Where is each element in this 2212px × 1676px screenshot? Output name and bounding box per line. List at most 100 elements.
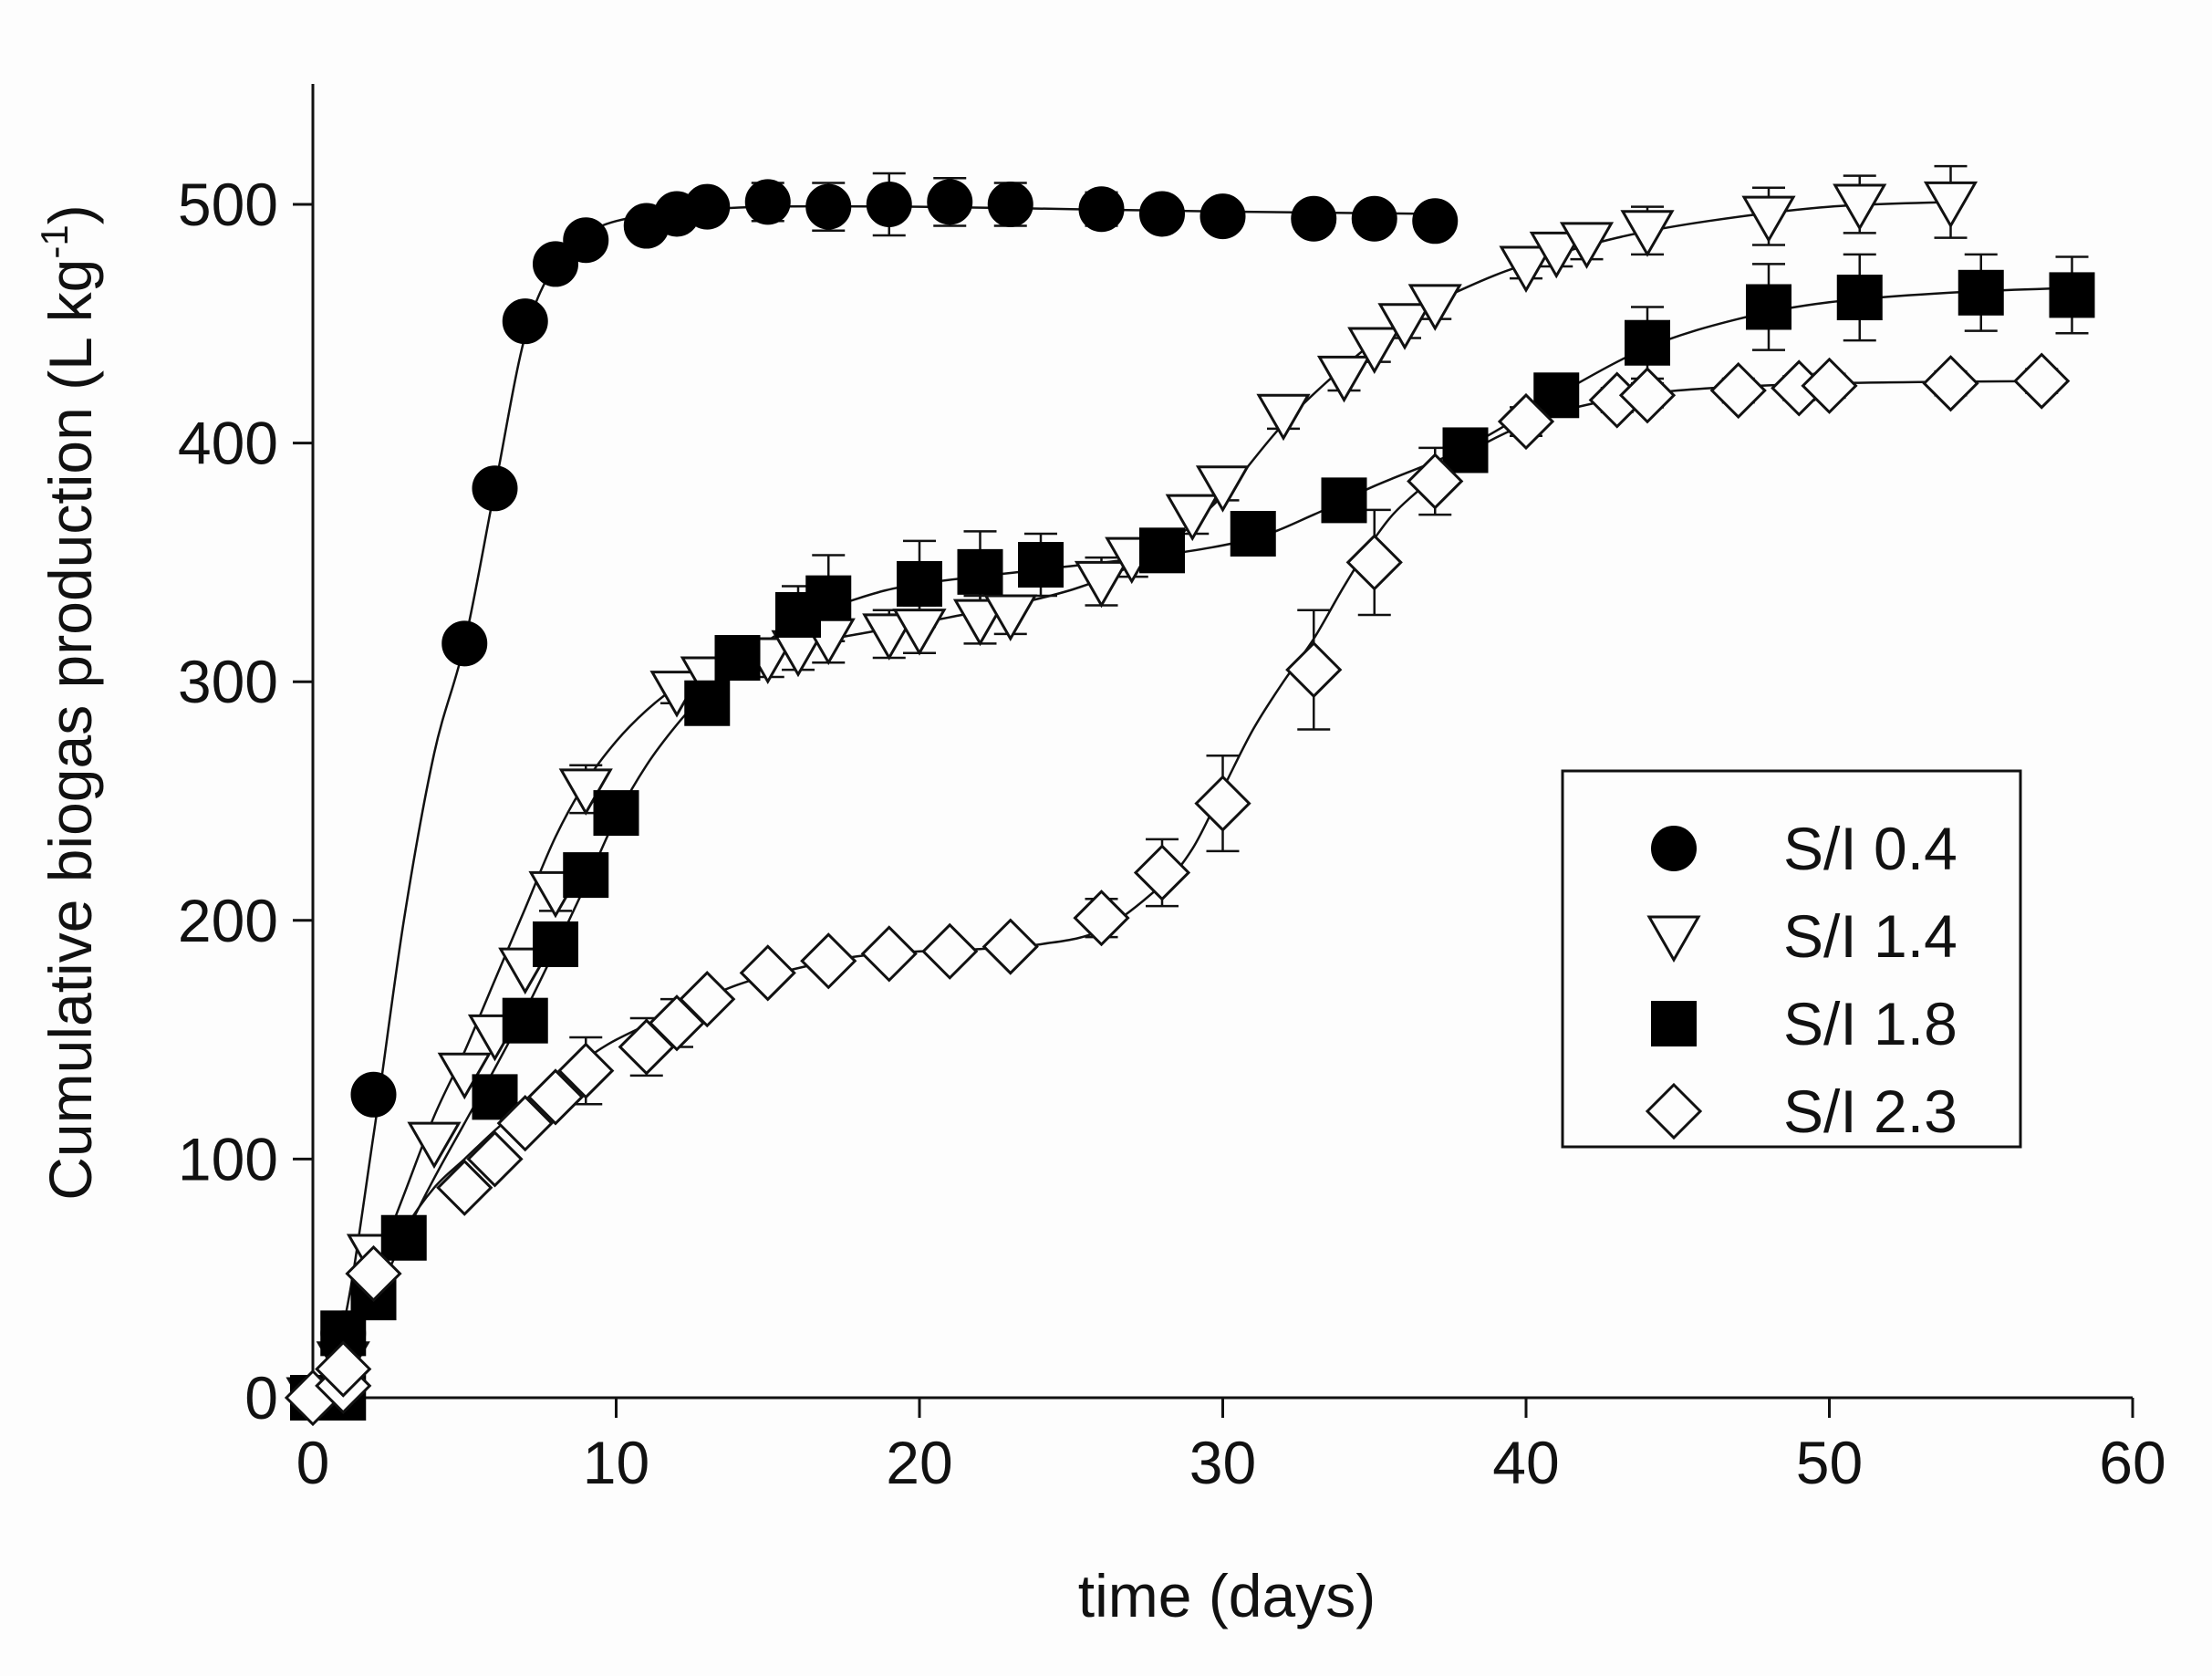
data-point-s-i-0-4: [1199, 193, 1246, 240]
legend-label-s-i-1-8: S/I 1.8: [1783, 990, 1958, 1057]
data-point-s-i-1-4: [1316, 355, 1372, 403]
data-point-s-i-2-3: [1709, 361, 1767, 420]
data-point-s-i-2-3: [1285, 640, 1343, 699]
legend-marker-s-i-1-4: [1646, 915, 1701, 963]
legend-marker-s-i-0-4: [1651, 826, 1697, 871]
data-point-s-i-2-3: [1801, 357, 1858, 414]
data-point-s-i-2-3: [1345, 534, 1403, 591]
data-point-s-i-2-3: [1194, 775, 1251, 832]
data-point-s-i-1-4: [1195, 465, 1251, 513]
data-point-s-i-2-3: [981, 918, 1039, 975]
data-point-s-i-0-4: [1351, 195, 1397, 242]
data-point-s-i-2-3: [1922, 355, 1979, 412]
data-point-s-i-1-4: [1347, 327, 1402, 374]
data-point-s-i-1-8: [1836, 275, 1883, 321]
data-point-s-i-1-8: [897, 560, 942, 607]
legend-marker-s-i-1-8: [1651, 1001, 1697, 1046]
data-point-s-i-0-4: [533, 241, 578, 287]
data-point-s-i-1-4: [1741, 195, 1796, 244]
data-point-s-i-0-4: [441, 620, 488, 667]
data-point-s-i-2-3: [345, 1244, 402, 1303]
data-point-s-i-1-8: [563, 852, 609, 899]
data-point-s-i-1-4: [1256, 393, 1311, 442]
y-tick-label: 500: [178, 171, 278, 238]
data-point-s-i-0-4: [472, 465, 518, 512]
data-point-s-i-1-4: [862, 613, 917, 661]
x-axis-label: time (days): [1078, 1562, 1376, 1629]
data-point-s-i-1-4: [952, 599, 1008, 647]
data-point-s-i-1-4: [1620, 210, 1675, 257]
data-point-s-i-2-3: [1618, 367, 1677, 424]
y-axis-label-close: ): [36, 204, 104, 224]
y-axis-label-superscript: -1: [33, 224, 76, 258]
data-point-s-i-2-3: [1073, 890, 1130, 947]
y-tick-label: 100: [178, 1125, 278, 1192]
data-point-s-i-0-4: [866, 182, 912, 227]
legend: S/I 0.4 S/I 1.4 S/I 1.8 S/I 2.3: [1561, 769, 2022, 1149]
x-tick-label: 60: [2099, 1429, 2165, 1496]
data-point-s-i-2-3: [315, 1340, 372, 1398]
data-point-s-i-1-4: [1074, 560, 1129, 609]
fit-line-s-i-1-4: [311, 201, 1951, 1399]
data-point-s-i-2-3: [860, 925, 918, 983]
data-point-s-i-1-8: [1625, 319, 1670, 366]
fit-line-s-i-0-4: [311, 204, 1436, 1399]
data-point-s-i-2-3: [557, 1042, 615, 1099]
data-point-s-i-0-4: [1078, 186, 1125, 233]
data-point-s-i-1-8: [1018, 542, 1064, 588]
data-point-s-i-1-8: [714, 635, 761, 682]
data-point-s-i-0-4: [684, 183, 731, 230]
legend-label-s-i-2-3: S/I 2.3: [1783, 1077, 1958, 1145]
data-point-s-i-1-4: [1529, 231, 1584, 279]
data-point-s-i-0-4: [927, 179, 973, 225]
data-point-s-i-1-8: [1139, 527, 1185, 574]
data-point-s-i-2-3: [496, 1095, 554, 1152]
data-point-s-i-0-4: [350, 1071, 397, 1118]
y-tick-label: 200: [178, 887, 278, 954]
data-point-s-i-1-8: [957, 548, 1003, 595]
data-point-s-i-2-3: [800, 932, 857, 990]
x-tick-label: 10: [583, 1429, 649, 1496]
data-point-s-i-2-3: [1497, 392, 1555, 451]
data-point-s-i-2-3: [466, 1130, 524, 1188]
data-point-s-i-1-8: [1230, 511, 1276, 557]
data-point-s-i-0-4: [987, 182, 1033, 227]
x-tick-label: 0: [296, 1429, 330, 1496]
data-point-s-i-1-4: [892, 609, 947, 656]
y-tick-label: 400: [178, 410, 278, 477]
data-point-s-i-2-3: [436, 1159, 493, 1216]
data-point-s-i-1-8: [380, 1214, 427, 1261]
data-point-s-i-1-4: [1833, 183, 1887, 232]
x-tick-label: 20: [886, 1429, 952, 1496]
data-point-s-i-0-4: [744, 179, 791, 225]
data-point-s-i-1-8: [805, 575, 852, 621]
data-point-s-i-0-4: [805, 183, 852, 230]
data-point-s-i-1-4: [1559, 222, 1615, 269]
data-point-s-i-0-4: [563, 217, 609, 264]
chart-axes: 0 10 20 30 40 50 60 0 100 200 300 400 500: [178, 84, 2166, 1496]
data-point-s-i-1-4: [407, 1121, 462, 1170]
x-tick-label: 40: [1492, 1429, 1559, 1496]
fit-line-s-i-2-3: [312, 380, 2042, 1399]
legend-label-s-i-0-4: S/I 0.4: [1783, 815, 1958, 882]
data-point-s-i-2-3: [526, 1068, 585, 1126]
data-point-s-i-2-3: [1133, 844, 1191, 901]
data-point-s-i-1-8: [502, 997, 548, 1044]
legend-label-s-i-1-4: S/I 1.4: [1783, 902, 1958, 970]
data-point-s-i-1-8: [1442, 427, 1489, 474]
legend-marker-s-i-2-3: [1645, 1082, 1703, 1140]
data-point-s-i-1-8: [533, 921, 578, 967]
data-point-s-i-1-4: [983, 594, 1038, 641]
data-point-s-i-1-4: [1165, 494, 1220, 542]
data-point-s-i-1-8: [2049, 272, 2095, 318]
y-axis-label: Cumulative biogas production (L kg-1): [33, 204, 104, 1200]
data-point-s-i-0-4: [1412, 198, 1459, 245]
data-point-s-i-1-8: [1746, 284, 1791, 330]
data-point-s-i-1-4: [1923, 181, 1978, 229]
data-point-s-i-2-3: [739, 944, 796, 1002]
data-point-s-i-1-4: [1407, 284, 1462, 331]
data-point-s-i-1-8: [593, 790, 639, 837]
data-point-s-i-1-4: [1499, 245, 1553, 294]
data-point-s-i-0-4: [502, 298, 548, 345]
